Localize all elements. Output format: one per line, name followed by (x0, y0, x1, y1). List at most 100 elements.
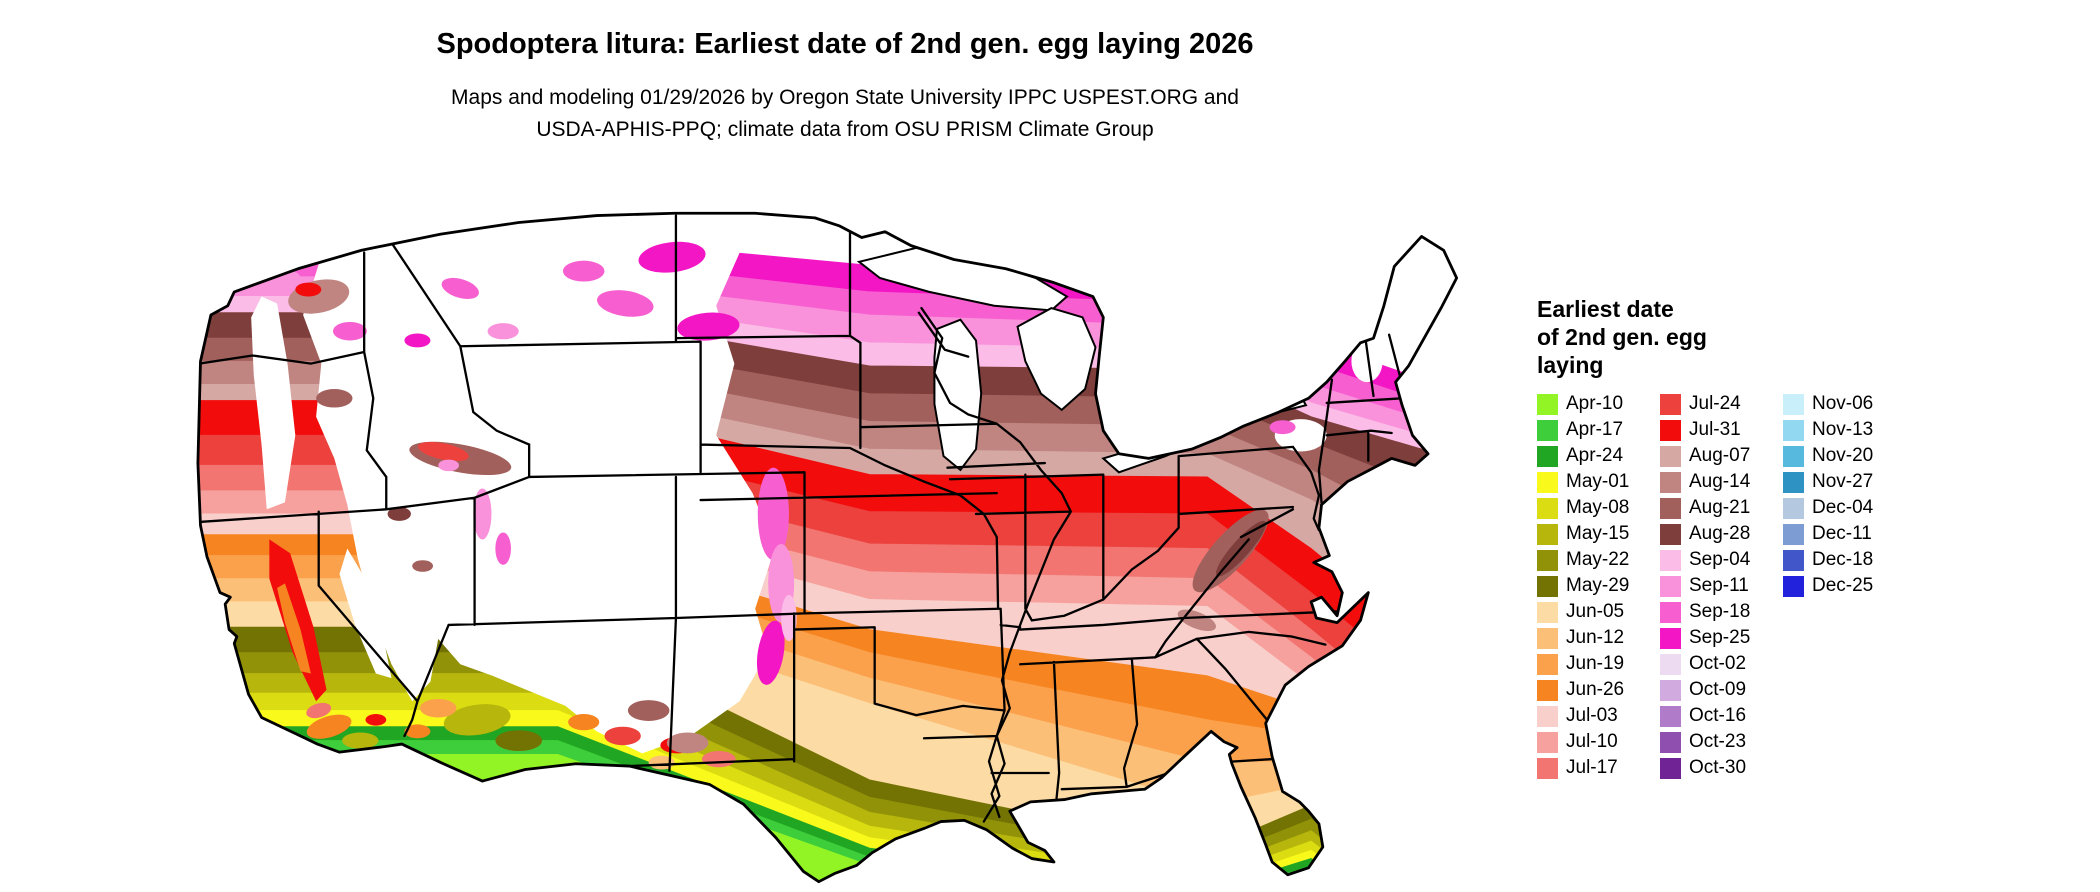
legend-swatch (1537, 627, 1558, 649)
legend-item: Sep-25 (1660, 625, 1772, 651)
legend-swatch (1537, 705, 1558, 727)
legend-swatch (1660, 679, 1681, 701)
patch-colorado-front-range (757, 467, 789, 561)
legend-swatch (1783, 549, 1804, 571)
legend-item: Dec-25 (1783, 573, 1895, 599)
patch-imperial-valley (342, 732, 379, 749)
legend-label: Jun-05 (1566, 601, 1625, 622)
legend-item: Oct-23 (1660, 729, 1772, 755)
patch-mojave (365, 714, 387, 726)
patch-montana-magenta (638, 241, 706, 273)
legend-item: Jun-12 (1537, 625, 1649, 651)
legend-item: Apr-10 (1537, 391, 1649, 417)
patch-big-bend (701, 751, 736, 768)
legend-item: Sep-11 (1660, 573, 1772, 599)
patch-north-idaho (441, 277, 479, 299)
legend-swatch (1660, 497, 1681, 519)
cascades-white-region (251, 296, 296, 510)
legend-item: Jun-26 (1537, 677, 1649, 703)
subtitle-line-1: Maps and modeling 01/29/2026 by Oregon S… (451, 86, 1239, 109)
legend-swatch (1660, 393, 1681, 415)
legend-label: Sep-18 (1689, 601, 1751, 622)
legend-item: Oct-16 (1660, 703, 1772, 729)
patch-snake-river-plain (418, 441, 469, 462)
legend-label: Oct-02 (1689, 653, 1747, 674)
subtitle-line-2: USDA-APHIS-PPQ; climate data from OSU PR… (536, 118, 1154, 141)
patch-southern-arizona (495, 730, 543, 752)
legend-swatch (1537, 497, 1558, 519)
lake-michigan (934, 320, 981, 470)
legend-item: Aug-28 (1660, 521, 1772, 547)
legend-column-3: Nov-06 Nov-13 Nov-20 Nov-27 Dec-04 Dec-11 Dec-… (1783, 391, 1895, 781)
legend-swatch (1660, 757, 1681, 779)
legend-item: Aug-07 (1660, 443, 1772, 469)
legend-item: Nov-20 (1783, 443, 1895, 469)
legend-swatch (1537, 393, 1558, 415)
legend-label: Sep-11 (1689, 575, 1749, 596)
legend-label: Jun-26 (1566, 679, 1625, 700)
legend-label: Oct-30 (1689, 757, 1747, 778)
legend-item: Oct-30 (1660, 755, 1772, 781)
legend-swatch (1537, 757, 1558, 779)
legend-swatch (1660, 471, 1681, 493)
legend-label: Aug-28 (1689, 523, 1751, 544)
legend-item: Dec-18 (1783, 547, 1895, 573)
legend-swatch (1537, 653, 1558, 675)
state-borders (198, 216, 1402, 822)
legend-swatch (1783, 471, 1804, 493)
new-hampshire-white-region (1351, 340, 1383, 383)
legend-swatch (1783, 445, 1804, 467)
legend-label: May-08 (1566, 497, 1630, 518)
legend-label: Oct-09 (1689, 679, 1747, 700)
legend-swatch (1537, 601, 1558, 623)
legend-swatch (1537, 679, 1558, 701)
legend-swatch (1537, 419, 1558, 441)
legend-item: Dec-04 (1783, 495, 1895, 521)
legend-item: Jul-10 (1537, 729, 1649, 755)
legend-item: Jun-19 (1537, 651, 1649, 677)
legend-label: Jul-31 (1689, 419, 1741, 440)
patch-colorado-plains-fringe (781, 594, 797, 642)
legend-item: Nov-13 (1783, 417, 1895, 443)
legend-label: Dec-11 (1812, 523, 1872, 544)
patch-southern-arizona (443, 704, 511, 736)
legend-swatch (1783, 575, 1804, 597)
patch-wasatch-front (473, 488, 492, 540)
legend-label: Dec-04 (1812, 497, 1874, 518)
patch-new-mexico-range (627, 700, 670, 721)
legend-label: Nov-06 (1812, 393, 1874, 414)
patch-southern-new-mexico (604, 726, 641, 746)
legend-swatch (1783, 393, 1804, 415)
legend-swatch (1660, 575, 1681, 597)
legend-label: Aug-14 (1689, 471, 1751, 492)
patch-idaho-panhandle (404, 333, 431, 348)
legend-swatch (1537, 523, 1558, 545)
patch-nevada-range (438, 459, 459, 472)
patch-montana-magenta (677, 312, 740, 341)
patch-phoenix-lowlands (451, 741, 472, 754)
sierra-white-region (339, 548, 392, 679)
legend-label: May-15 (1566, 523, 1630, 544)
legend-swatch (1783, 523, 1804, 545)
legend-label: Jul-03 (1566, 705, 1618, 726)
legend-label: Apr-10 (1566, 393, 1624, 414)
legend-label: Nov-27 (1812, 471, 1874, 492)
legend-swatch (1660, 705, 1681, 727)
patch-west-texas-mountains (666, 732, 709, 754)
legend-item: Apr-24 (1537, 443, 1649, 469)
legend-swatch (1537, 471, 1558, 493)
central-valley-orange (277, 583, 311, 674)
legend-columns: Apr-10 Apr-17 Apr-24 May-01 May-08 May-15 May-… (1537, 391, 1967, 781)
legend-label: May-01 (1566, 471, 1630, 492)
page-title: Spodoptera litura: Earliest date of 2nd … (436, 28, 1254, 60)
legend-item: May-08 (1537, 495, 1649, 521)
legend-swatch (1660, 523, 1681, 545)
legend-label: Nov-20 (1812, 445, 1874, 466)
legend-item: Jul-17 (1537, 755, 1649, 781)
legend-label: Dec-25 (1812, 575, 1874, 596)
legend-label: Dec-18 (1812, 549, 1874, 570)
legend-swatch (1660, 549, 1681, 571)
patch-west-montana (487, 323, 519, 340)
legend-item: May-01 (1537, 469, 1649, 495)
